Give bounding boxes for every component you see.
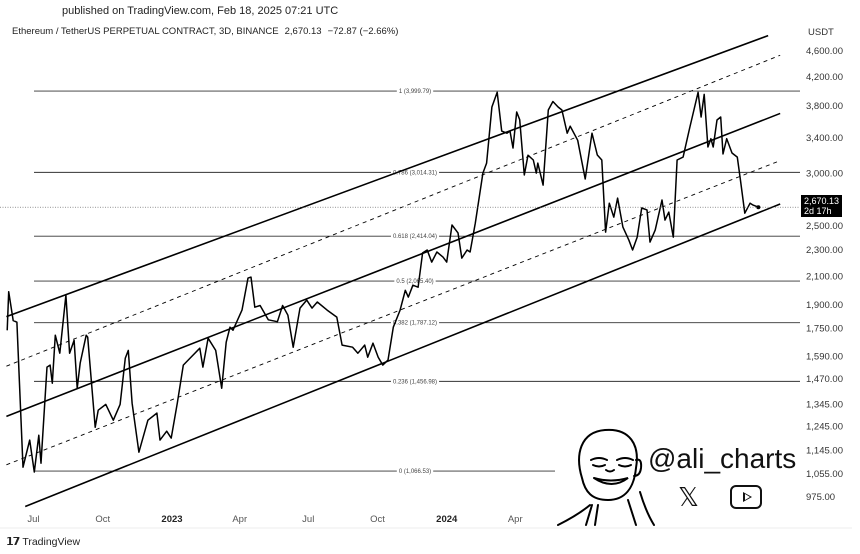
youtube-icon (730, 485, 762, 509)
time-axis-tick-label: Apr (232, 514, 247, 525)
price-axis-tick-label: 3,400.00 (806, 133, 843, 144)
price-axis-tick-label: 1,470.00 (806, 374, 843, 385)
time-axis-tick-label: Jul (27, 514, 39, 525)
watermark-handle: @ali_charts (648, 443, 797, 474)
price-axis-tick-label: 3,800.00 (806, 101, 843, 112)
time-axis-labels: Jul Oct 2023 Apr Jul Oct 2024 Apr (27, 514, 522, 525)
last-price-tag-value: 2,670.13 (804, 196, 840, 206)
avatar-face-illustration (557, 428, 655, 526)
fib-label-bg (390, 234, 440, 241)
channel-midline (6, 54, 781, 367)
fib-label-bg (390, 320, 440, 327)
x-logo-icon: 𝕏 (678, 483, 699, 513)
fib-level-label: 0.236 (1,456.98) (393, 379, 437, 385)
parallel-channel (6, 34, 781, 508)
price-change: −72.87 (−2.66%) (327, 26, 399, 37)
fib-level-label: 0.382 (1,787.12) (393, 321, 437, 327)
time-axis-tick-label: Oct (95, 514, 110, 525)
published-note: published on TradingView.com, Feb 18, 20… (62, 5, 339, 17)
price-axis-tick-label: 1,750.00 (806, 324, 843, 335)
fib-label-bg (394, 279, 436, 286)
fib-label-bg (396, 89, 434, 96)
price-axis-tick-label: 1,055.00 (806, 469, 843, 480)
price-axis-labels: 4,600.00 4,200.00 3,800.00 3,400.00 3,000.00… (806, 46, 843, 503)
tradingview-brand: TradingView (22, 535, 81, 548)
fib-retracement: 1 (3,999.79) 0.786 (3,014.31) 0.618 (2,414… (34, 89, 800, 476)
channel-line (6, 112, 781, 418)
fib-level-label: 0 (1,066.53) (399, 469, 431, 475)
last-price: 2,670.13 (284, 26, 322, 37)
currency-label: USDT (808, 27, 834, 38)
price-axis-tick-label: 1,245.00 (806, 422, 843, 433)
price-axis-tick-label: 2,500.00 (806, 221, 843, 232)
footer-branding[interactable]: 𝟭𝟳 TradingView (6, 535, 81, 549)
price-axis-tick-label: 2,100.00 (806, 271, 843, 282)
price-axis-tick-label: 1,345.00 (806, 399, 843, 410)
price-line (6, 91, 759, 473)
fib-level-label: 0.5 (2,065.40) (396, 279, 433, 285)
price-axis-tick-label: 3,000.00 (806, 169, 843, 180)
channel-line (24, 203, 781, 508)
price-axis-tick-label: 2,300.00 (806, 245, 843, 256)
time-axis-tick-label: Jul (302, 514, 314, 525)
last-price-tag: 2,670.13 2d 17h (801, 195, 843, 217)
fib-level-label: 1 (3,999.79) (399, 89, 431, 95)
time-axis-tick-label: 2024 (436, 514, 458, 525)
price-axis-tick-label: 4,600.00 (806, 46, 843, 57)
channel-line (6, 34, 769, 318)
tradingview-logo-icon: 𝟭𝟳 (6, 536, 20, 548)
price-axis-tick-label: 1,900.00 (806, 300, 843, 311)
price-axis-tick-label: 1,590.00 (806, 351, 843, 362)
fib-level-label: 0.618 (2,414.04) (393, 234, 437, 240)
time-axis-tick-label: 2023 (161, 514, 182, 525)
symbol-title: Ethereum / TetherUS PERPETUAL CONTRACT, … (12, 26, 404, 37)
fib-label-bg (396, 469, 434, 476)
symbol-name: Ethereum / TetherUS PERPETUAL CONTRACT, … (12, 26, 279, 37)
bar-countdown: 2d 17h (804, 206, 832, 216)
fib-label-bg (390, 170, 440, 177)
fib-label-bg (390, 379, 440, 386)
fib-level-label: 0.786 (3,014.31) (393, 170, 437, 176)
time-axis-tick-label: Oct (370, 514, 385, 525)
price-axis-tick-label: 4,200.00 (806, 72, 843, 83)
channel-midline (6, 160, 781, 466)
price-axis-tick-label: 975.00 (806, 492, 835, 503)
price-axis-tick-label: 1,145.00 (806, 446, 843, 457)
last-price-dot (756, 205, 761, 210)
price-axis[interactable] (800, 20, 852, 520)
time-axis-tick-label: Apr (508, 514, 523, 525)
